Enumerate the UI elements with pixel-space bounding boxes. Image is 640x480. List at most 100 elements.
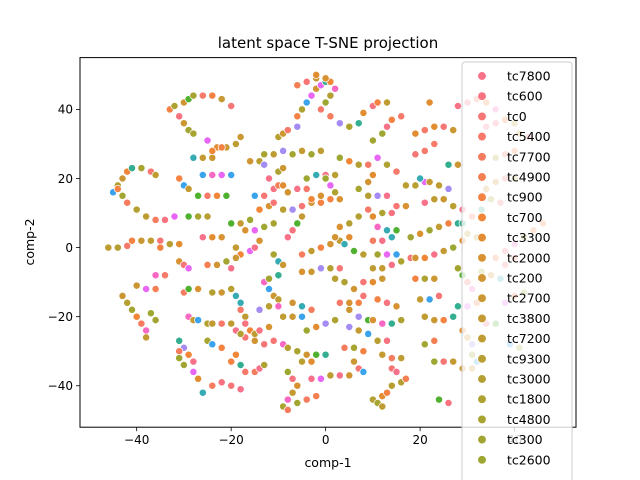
data-point xyxy=(439,195,448,204)
data-point xyxy=(345,122,354,131)
data-point xyxy=(420,274,429,283)
data-point xyxy=(312,323,321,331)
y-tick-label: −20 xyxy=(48,310,73,324)
data-point xyxy=(345,323,354,331)
data-point xyxy=(151,215,160,224)
data-point xyxy=(307,150,316,159)
legend-label: tc600 xyxy=(507,89,543,104)
data-point xyxy=(307,195,316,204)
data-point xyxy=(279,164,288,173)
data-point xyxy=(383,388,391,397)
data-point xyxy=(368,171,377,179)
data-point xyxy=(151,271,160,280)
data-point xyxy=(335,298,344,307)
legend-label: tc7700 xyxy=(507,149,551,164)
data-point xyxy=(128,305,136,314)
legend-entry: tc4800 xyxy=(477,412,551,427)
data-point xyxy=(227,102,236,110)
data-point xyxy=(326,195,335,204)
data-point xyxy=(373,153,382,162)
data-point xyxy=(392,302,401,311)
data-point xyxy=(326,371,335,380)
data-point xyxy=(449,202,458,211)
data-point xyxy=(331,274,340,283)
data-point xyxy=(194,212,203,221)
x-axis-label: comp-1 xyxy=(304,455,351,470)
legend-marker xyxy=(477,71,487,81)
data-point xyxy=(425,178,434,186)
data-point xyxy=(392,226,401,235)
data-point xyxy=(364,205,373,214)
data-point xyxy=(312,350,321,359)
data-point xyxy=(307,91,316,100)
legend-label: tc9300 xyxy=(507,351,551,366)
data-point xyxy=(156,236,165,245)
data-point xyxy=(250,226,259,235)
data-point xyxy=(392,250,401,259)
data-point xyxy=(288,150,297,159)
data-point xyxy=(236,219,245,228)
data-point xyxy=(227,219,236,228)
data-point xyxy=(383,122,391,131)
legend-marker xyxy=(477,313,487,324)
data-point xyxy=(236,305,245,314)
data-point xyxy=(321,350,330,359)
data-point xyxy=(227,357,236,366)
data-point xyxy=(326,91,335,100)
data-point xyxy=(387,260,396,269)
data-point xyxy=(345,157,354,166)
data-point xyxy=(435,222,443,231)
data-point xyxy=(449,312,458,321)
legend-entry: tc5400 xyxy=(477,129,551,144)
data-point xyxy=(132,205,141,214)
data-point xyxy=(312,171,321,179)
data-point xyxy=(269,219,278,228)
data-point xyxy=(142,285,151,293)
legend-label: tc3000 xyxy=(507,372,551,387)
data-point xyxy=(420,146,429,155)
data-point xyxy=(430,274,439,283)
data-point xyxy=(316,191,325,200)
data-point xyxy=(340,240,349,249)
data-point xyxy=(392,167,401,176)
data-point xyxy=(420,340,429,349)
data-point xyxy=(118,191,127,200)
data-point xyxy=(439,122,448,131)
data-point xyxy=(288,205,297,214)
data-point xyxy=(265,302,273,311)
data-point xyxy=(401,202,410,211)
data-point xyxy=(430,357,439,366)
data-point xyxy=(359,347,368,356)
data-point xyxy=(194,285,203,293)
data-point xyxy=(435,395,443,404)
data-point xyxy=(316,105,325,114)
data-point xyxy=(279,312,288,321)
legend-marker xyxy=(477,434,487,445)
legend-marker xyxy=(477,91,487,101)
data-point xyxy=(198,171,207,179)
legend-label: tc7200 xyxy=(507,331,551,346)
legend-marker xyxy=(477,232,487,243)
data-point xyxy=(227,285,236,293)
data-point xyxy=(383,250,391,259)
data-point xyxy=(198,233,207,242)
data-point xyxy=(288,226,297,235)
data-point xyxy=(198,91,207,100)
data-point xyxy=(156,243,165,252)
data-point xyxy=(411,150,420,159)
data-point xyxy=(250,191,259,200)
legend-entry: tc9300 xyxy=(477,351,551,366)
data-point xyxy=(250,243,259,252)
data-point xyxy=(439,316,448,325)
data-point xyxy=(449,126,458,135)
data-point xyxy=(387,354,396,363)
data-point xyxy=(430,122,439,131)
legend-marker xyxy=(477,273,487,283)
data-point xyxy=(298,250,306,259)
data-point xyxy=(241,226,250,235)
data-point xyxy=(350,247,358,255)
data-point xyxy=(430,140,439,148)
data-point xyxy=(364,191,373,200)
data-point xyxy=(411,129,420,138)
data-point xyxy=(217,233,226,242)
